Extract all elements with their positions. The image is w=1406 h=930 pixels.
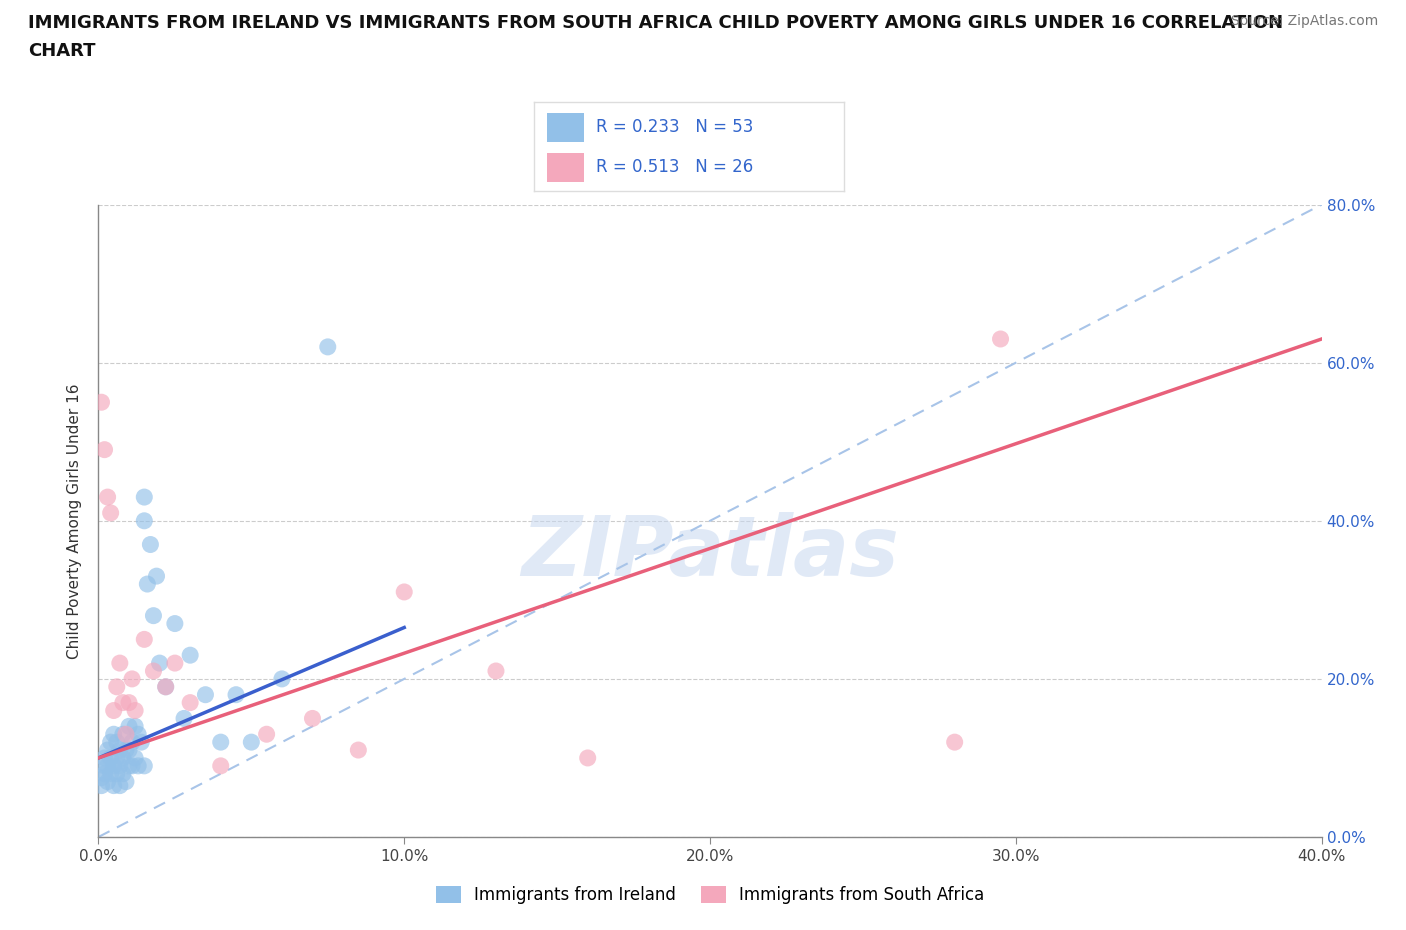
Point xyxy=(118,742,141,757)
Point xyxy=(121,735,143,750)
Point xyxy=(155,679,177,694)
Point xyxy=(93,751,115,765)
Legend: Immigrants from Ireland, Immigrants from South Africa: Immigrants from Ireland, Immigrants from… xyxy=(429,880,991,910)
Point xyxy=(347,742,370,757)
Point xyxy=(111,727,134,742)
Point xyxy=(108,656,131,671)
Point xyxy=(194,687,217,702)
Point xyxy=(139,538,162,552)
Text: ZIPatlas: ZIPatlas xyxy=(522,512,898,593)
Point xyxy=(209,759,232,774)
Point xyxy=(108,778,131,793)
Point xyxy=(121,671,143,686)
Point xyxy=(103,727,125,742)
Point xyxy=(118,759,141,774)
Point xyxy=(270,671,292,686)
Point xyxy=(173,711,195,726)
Text: R = 0.233   N = 53: R = 0.233 N = 53 xyxy=(596,118,754,136)
Point xyxy=(225,687,247,702)
Point xyxy=(149,656,172,671)
Point xyxy=(142,608,165,623)
Point xyxy=(392,585,416,600)
Point xyxy=(163,656,186,671)
Point xyxy=(100,735,122,750)
Point xyxy=(134,632,156,647)
Point xyxy=(118,696,141,711)
Point xyxy=(134,490,156,505)
Point xyxy=(93,759,115,774)
Point xyxy=(105,766,128,781)
Point xyxy=(121,759,143,774)
Point xyxy=(103,703,125,718)
Point xyxy=(111,766,134,781)
Text: R = 0.513   N = 26: R = 0.513 N = 26 xyxy=(596,158,754,176)
Point xyxy=(163,617,186,631)
Point xyxy=(129,735,152,750)
Point xyxy=(111,696,134,711)
Point xyxy=(90,394,112,409)
Point xyxy=(316,339,339,354)
Point xyxy=(155,679,177,694)
Bar xyxy=(547,153,583,182)
Point xyxy=(100,766,122,781)
Point xyxy=(105,679,128,694)
Point xyxy=(97,759,120,774)
Point xyxy=(105,735,128,750)
Point xyxy=(127,727,149,742)
Point xyxy=(103,759,125,774)
Text: Source: ZipAtlas.com: Source: ZipAtlas.com xyxy=(1230,14,1378,28)
Point xyxy=(134,759,156,774)
Text: CHART: CHART xyxy=(28,42,96,60)
Point xyxy=(111,751,134,765)
Point xyxy=(108,742,131,757)
Point xyxy=(124,751,146,765)
Point xyxy=(576,751,599,765)
Point xyxy=(179,696,201,711)
Point xyxy=(256,727,278,742)
Point xyxy=(134,513,156,528)
Point xyxy=(97,774,120,789)
Text: IMMIGRANTS FROM IRELAND VS IMMIGRANTS FROM SOUTH AFRICA CHILD POVERTY AMONG GIRL: IMMIGRANTS FROM IRELAND VS IMMIGRANTS FR… xyxy=(28,14,1284,32)
Bar xyxy=(547,113,583,142)
Point xyxy=(240,735,263,750)
Point xyxy=(124,703,146,718)
Point xyxy=(145,569,167,584)
Point xyxy=(97,742,120,757)
Point xyxy=(990,332,1012,347)
Point xyxy=(127,759,149,774)
Point xyxy=(124,719,146,734)
Point xyxy=(943,735,966,750)
Point xyxy=(136,577,159,591)
Point xyxy=(115,727,138,742)
Point xyxy=(100,751,122,765)
Point xyxy=(115,742,138,757)
Point xyxy=(301,711,323,726)
Point xyxy=(105,751,128,765)
Y-axis label: Child Poverty Among Girls Under 16: Child Poverty Among Girls Under 16 xyxy=(67,383,83,658)
Point xyxy=(90,778,112,793)
Point xyxy=(115,774,138,789)
Point xyxy=(97,490,120,505)
Point xyxy=(179,648,201,663)
Point xyxy=(108,759,131,774)
Point xyxy=(93,443,115,458)
Point xyxy=(118,719,141,734)
Point xyxy=(103,778,125,793)
Point xyxy=(142,664,165,679)
Point xyxy=(485,664,508,679)
Point xyxy=(100,506,122,521)
Point xyxy=(90,770,112,785)
Point xyxy=(93,766,115,781)
Point xyxy=(209,735,232,750)
